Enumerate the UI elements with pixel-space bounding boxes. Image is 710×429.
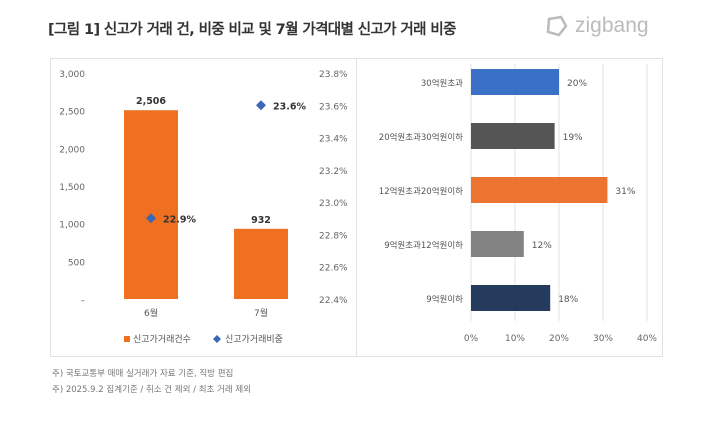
zigbang-logo-icon xyxy=(546,15,568,37)
bar-3 xyxy=(471,231,524,257)
category-label: 20억원초과30억원이하 xyxy=(379,132,463,143)
y-left-tick: 500 xyxy=(68,258,85,268)
y-left-tick: 1,000 xyxy=(59,221,85,231)
x-tick: 40% xyxy=(637,334,657,344)
footnote-1: 주) 국토교통부 매매 실거래가 자료 기준, 직방 편집 xyxy=(52,369,234,379)
y-left-tick: 2,500 xyxy=(59,108,85,118)
right-chart-panel: 0% 10% 20% 30% 40% 20% 30억원초과 19% 20억원초과30억원이하 31… xyxy=(356,58,663,357)
x-tick: 30% xyxy=(593,334,613,344)
bar-label: 932 xyxy=(251,215,271,226)
y-right-tick: 23.2% xyxy=(319,167,348,177)
y-left-tick: – xyxy=(81,296,86,306)
y-right-tick: 23.6% xyxy=(319,102,348,112)
share-label: 22.9% xyxy=(163,214,196,225)
figure-title: [그림 1] 신고가 거래 건, 비중 비교 및 7월 가격대별 신고가 거래 … xyxy=(48,22,456,38)
y-left-tick: 2,000 xyxy=(59,145,85,155)
bar-label: 19% xyxy=(563,133,583,143)
x-tick: 7월 xyxy=(254,307,268,319)
legend-bar-label: 신고가거래건수 xyxy=(133,334,191,345)
legend-share-swatch xyxy=(213,335,221,343)
footnote-2: 주) 2025.9.2 집계기준 / 취소 건 제외 / 최초 거래 제외 xyxy=(52,385,252,395)
bar-label: 18% xyxy=(558,295,578,305)
y-right-tick: 22.6% xyxy=(319,264,348,274)
y-left-tick: 1,500 xyxy=(59,183,85,193)
share-point xyxy=(146,213,156,224)
x-tick: 6월 xyxy=(144,307,158,319)
category-label: 9억원초과12억원이하 xyxy=(384,240,463,251)
bar-1 xyxy=(471,123,555,149)
x-tick: 10% xyxy=(505,334,525,344)
share-label: 23.6% xyxy=(273,101,306,112)
category-label: 9억원이하 xyxy=(426,294,463,305)
y-right-tick: 22.8% xyxy=(319,231,348,241)
x-tick: 0% xyxy=(464,334,479,344)
y-left-tick: 3,000 xyxy=(59,70,85,80)
legend-share-label: 신고가거래비중 xyxy=(225,334,283,345)
left-chart-panel: – 500 1,000 1,500 2,000 2,500 3,000 22.4% 22.6% 2… xyxy=(50,58,357,357)
share-point xyxy=(256,100,266,111)
y-right-tick: 22.4% xyxy=(319,296,348,306)
bar-4 xyxy=(471,285,551,311)
category-label: 12억원초과20억원이하 xyxy=(379,186,463,197)
bar-label: 20% xyxy=(567,79,587,89)
y-right-tick: 23.0% xyxy=(319,199,348,209)
bar-6월 xyxy=(124,110,178,300)
legend-bar-swatch xyxy=(124,336,130,342)
bar-label: 31% xyxy=(615,187,635,197)
bar-7월 xyxy=(234,228,288,299)
y-right-tick: 23.8% xyxy=(319,70,348,80)
y-right-tick: 23.4% xyxy=(319,135,348,145)
category-label: 30억원초과 xyxy=(421,78,463,89)
logo-text: zigbang xyxy=(575,14,649,37)
count-share-chart: – 500 1,000 1,500 2,000 2,500 3,000 22.4% 22.6% 2… xyxy=(59,70,348,345)
x-tick: 20% xyxy=(549,334,569,344)
bar-label: 12% xyxy=(532,241,552,251)
bar-label: 2,506 xyxy=(136,96,166,107)
bar-2 xyxy=(471,177,608,203)
zigbang-logo: zigbang xyxy=(545,14,649,38)
bar-0 xyxy=(471,69,559,95)
price-band-chart: 0% 10% 20% 30% 40% 20% 30억원초과 19% 20억원초과30억원이하 31… xyxy=(379,64,657,344)
